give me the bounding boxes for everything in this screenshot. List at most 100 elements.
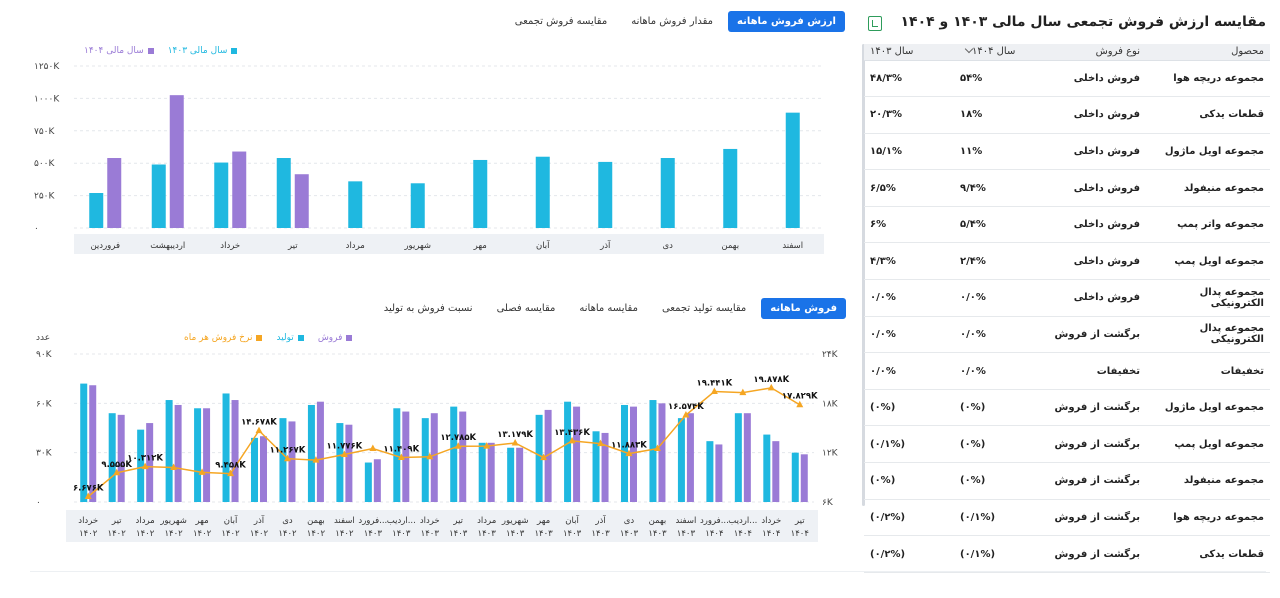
cell-1403: ۰/۰% bbox=[864, 316, 954, 354]
x-tick-year: ۱۴۰۴ bbox=[734, 529, 752, 539]
bar-1403 bbox=[89, 193, 104, 228]
cell-1404: ۰/۰% bbox=[954, 279, 1044, 317]
cell-sale-type: فروش داخلی bbox=[1044, 242, 1146, 281]
bar-1404 bbox=[232, 151, 247, 228]
top-legend-item[interactable]: سال مالی ۱۴۰۴ bbox=[84, 46, 154, 56]
data-label: ۱۶.۵۷۴K bbox=[668, 402, 704, 412]
top-chart-tab-1[interactable]: مقدار فروش ماهانه bbox=[631, 16, 714, 27]
column-header-1403[interactable]: سال ۱۴۰۳ bbox=[864, 44, 954, 61]
y-left-tick-label: ۰ bbox=[36, 498, 41, 508]
cell-1403: (۰%) bbox=[864, 389, 954, 427]
bar-1403 bbox=[473, 159, 488, 228]
table-row[interactable]: قطعات یدکی فروش داخلی ۱۸% ۲۰/۳% bbox=[864, 96, 1270, 134]
x-tick-month: شهریور bbox=[501, 516, 529, 526]
y-tick-label: ۲۵۰K bbox=[34, 192, 56, 202]
table-row[interactable]: مجموعه اویل ماژول فروش داخلی ۱۱% ۱۵/۱% bbox=[864, 133, 1270, 171]
bottom-chart-tab-4[interactable]: نسبت فروش به تولید bbox=[383, 303, 473, 314]
cell-1403: (۰/۲%) bbox=[864, 499, 954, 537]
x-tick-label: اسفند bbox=[782, 241, 803, 251]
x-tick-month: اردیب... bbox=[387, 516, 416, 526]
x-tick-month: دی bbox=[282, 516, 293, 526]
cell-product: مجموعه اویل ماژول bbox=[1146, 133, 1270, 171]
cell-1404: (۰/۱%) bbox=[954, 499, 1044, 537]
y-right-tick-label: ۱۲K bbox=[822, 449, 839, 459]
table-row[interactable]: قطعات یدکی برگشت از فروش (۰/۱%) (۰/۲%) bbox=[864, 535, 1270, 573]
table-row[interactable]: مجموعه اویل پمپ برگشت از فروش (۰%) (۰/۱%) bbox=[864, 425, 1270, 464]
x-tick-year: ۱۴۰۳ bbox=[677, 529, 696, 539]
cell-product: قطعات یدکی bbox=[1146, 535, 1270, 573]
column-header-sale-type[interactable]: نوع فروش bbox=[1044, 44, 1146, 61]
cell-1404: ۹/۴% bbox=[954, 169, 1044, 207]
x-tick-year: ۱۴۰۳ bbox=[591, 529, 610, 539]
cell-1403: ۰/۰% bbox=[864, 279, 954, 317]
bottom-legend-item[interactable]: فروش bbox=[318, 333, 353, 343]
y-left-tick-label: ۶۰K bbox=[36, 399, 53, 409]
bar-sales bbox=[108, 413, 116, 502]
bar-1403 bbox=[535, 156, 550, 228]
bar-sales bbox=[393, 408, 401, 502]
x-tick-year: ۱۴۰۴ bbox=[705, 529, 723, 539]
bar-sales bbox=[592, 431, 600, 502]
table-row[interactable]: مجموعه منیفولد برگشت از فروش (۰%) (۰%) bbox=[864, 462, 1270, 500]
sales-rate-point bbox=[682, 411, 690, 418]
table-row[interactable]: مجموعه پدال الکترونیکی برگشت از فروش ۰/۰% ۰… bbox=[864, 316, 1270, 354]
legend-swatch bbox=[297, 335, 304, 341]
top-chart-tab-2[interactable]: مقایسه فروش تجمعی bbox=[514, 16, 608, 27]
bar-production bbox=[231, 400, 239, 502]
bottom-chart-tab-1[interactable]: مقایسه تولید تجمعی bbox=[661, 303, 747, 314]
left-axis-label: عدد bbox=[36, 333, 51, 343]
cell-sale-type: فروش داخلی bbox=[1044, 169, 1146, 207]
cell-sale-type: برگشت از فروش bbox=[1044, 535, 1146, 573]
x-tick-month: دی bbox=[624, 516, 635, 526]
table-scrollbar[interactable] bbox=[862, 44, 865, 506]
table-row[interactable]: تخفیفات تخفیفات ۰/۰% ۰/۰% bbox=[864, 352, 1270, 390]
table-row[interactable]: مجموعه اویل پمپ فروش داخلی ۲/۴% ۴/۳% bbox=[864, 242, 1270, 281]
excel-icon[interactable] bbox=[868, 16, 882, 31]
bottom-legend-item[interactable]: نرخ فروش هر ماه bbox=[184, 333, 263, 343]
sales-rate-point bbox=[739, 388, 747, 396]
cell-sale-type: فروش داخلی bbox=[1044, 96, 1146, 134]
x-tick-month: بهمن bbox=[307, 516, 325, 526]
bottom-chart-tab-0[interactable]: فروش ماهانه bbox=[761, 298, 846, 319]
cell-1403: (۰%) bbox=[864, 462, 954, 500]
cell-product: مجموعه اویل ماژول bbox=[1146, 389, 1270, 427]
data-label: ۱۱.۲۶۷K bbox=[270, 446, 306, 456]
x-tick-month: مرداد bbox=[136, 516, 155, 526]
sales-rate-point bbox=[710, 387, 718, 394]
table-row[interactable]: مجموعه دریچه هوا برگشت از فروش (۰/۱%) (۰/۲%… bbox=[864, 499, 1270, 537]
top-chart-tab-0[interactable]: ارزش فروش ماهانه bbox=[728, 11, 845, 32]
x-tick-year: ۱۴۰۳ bbox=[620, 529, 639, 539]
sales-rate-point bbox=[397, 453, 405, 461]
legend-swatch bbox=[147, 48, 154, 54]
table-row[interactable]: مجموعه منیفولد فروش داخلی ۹/۴% ۶/۵% bbox=[864, 169, 1270, 207]
bar-production bbox=[686, 413, 694, 502]
x-tick-year: ۱۴۰۲ bbox=[164, 529, 183, 539]
bar-sales bbox=[564, 401, 572, 502]
table-row[interactable]: مجموعه واتر پمپ فروش داخلی ۵/۴% ۶% bbox=[864, 206, 1270, 244]
sales-rate-point bbox=[568, 436, 576, 444]
table-row[interactable]: مجموعه پدال الکترونیکی فروش داخلی ۰/۰% ۰/۰% bbox=[864, 279, 1270, 317]
bottom-chart-tab-3[interactable]: مقایسه فصلی bbox=[496, 303, 556, 314]
top-legend-item[interactable]: سال مالی ۱۴۰۳ bbox=[168, 46, 238, 56]
legend-swatch bbox=[256, 335, 263, 341]
column-header-1404[interactable]: سال ۱۴۰۴ bbox=[954, 44, 1044, 61]
table-row[interactable]: مجموعه اویل ماژول برگشت از فروش (۰%) (۰%) bbox=[864, 389, 1270, 427]
cell-product: مجموعه اویل پمپ bbox=[1146, 425, 1270, 464]
x-tick-month: تیر bbox=[452, 516, 463, 526]
x-tick-year: ۱۴۰۴ bbox=[791, 529, 809, 539]
cell-sale-type: برگشت از فروش bbox=[1044, 389, 1146, 427]
bar-production bbox=[630, 406, 637, 502]
bottom-chart-tab-2[interactable]: مقایسه ماهانه bbox=[579, 303, 638, 314]
y-left-tick-label: ۹۰K bbox=[36, 350, 53, 360]
sales-rate-point bbox=[796, 400, 804, 408]
bar-production bbox=[544, 409, 552, 502]
sales-rate-point bbox=[540, 453, 548, 461]
table-row[interactable]: مجموعه دریچه هوا فروش داخلی ۵۴% ۴۸/۳% bbox=[864, 60, 1270, 98]
x-tick-label: مرداد bbox=[346, 241, 365, 251]
x-tick-month: شهریور bbox=[159, 516, 187, 526]
bar-1403 bbox=[348, 181, 363, 228]
bar-production bbox=[658, 403, 666, 502]
bottom-legend-item[interactable]: تولید bbox=[276, 333, 304, 343]
column-header-product[interactable]: محصول bbox=[1146, 44, 1270, 61]
